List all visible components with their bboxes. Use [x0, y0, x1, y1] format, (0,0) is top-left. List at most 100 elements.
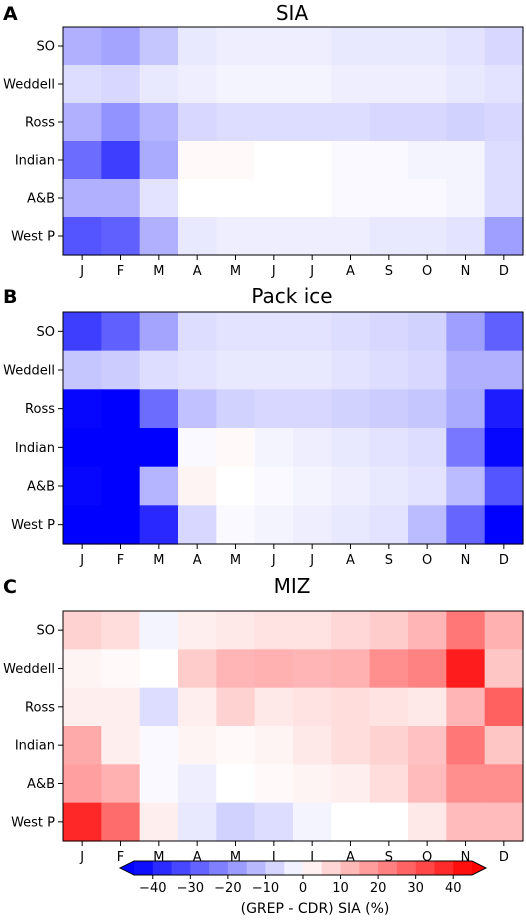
heatmap-cell — [178, 350, 217, 390]
panel-a-frame — [62, 26, 524, 256]
heatmap-cell — [331, 312, 371, 352]
heatmap-cell — [216, 27, 256, 66]
x-tick-label: D — [499, 264, 509, 279]
colorbar-segment — [396, 861, 417, 875]
heatmap-cell — [293, 312, 332, 352]
colorbar-label: (GREP - CDR) SIA (%) — [241, 901, 390, 917]
heatmap-cell — [446, 428, 486, 468]
heatmap-cell — [139, 312, 179, 352]
panel-c-title: MIZ — [274, 574, 311, 598]
y-tick-label: Indian — [15, 739, 55, 754]
heatmap-cell — [369, 217, 409, 256]
heatmap-cell — [293, 802, 332, 842]
heatmap-cell — [408, 217, 447, 256]
heatmap-cell — [139, 428, 179, 468]
y-tick-label: A&B — [27, 777, 55, 792]
heatmap-cell — [254, 27, 294, 66]
x-tick-label: D — [499, 553, 509, 568]
y-tick-label: Ross — [25, 402, 55, 417]
heatmap-cell — [178, 27, 217, 66]
x-tick-label: J — [309, 850, 314, 865]
heatmap-cell — [408, 27, 447, 66]
x-tick-label: A — [346, 264, 355, 279]
colorbar-ticks: −40 −30 −20 −10 0 10 20 30 40 — [139, 875, 461, 896]
y-tick-label: SO — [37, 624, 55, 639]
x-tick-label: A — [193, 264, 202, 279]
heatmap-cell — [178, 466, 217, 506]
colorbar-extend-low — [120, 861, 134, 875]
x-tick-label: J — [271, 850, 276, 865]
heatmap-cell — [446, 611, 486, 650]
heatmap-cell — [254, 389, 294, 429]
heatmap-cell — [408, 726, 447, 765]
heatmap-cell — [216, 802, 256, 842]
heatmap-cell — [254, 505, 294, 545]
heatmap-cell — [446, 505, 486, 545]
heatmap-cell — [293, 141, 332, 180]
heatmap-cell — [369, 726, 409, 765]
heatmap-cell — [216, 505, 256, 545]
heatmap-cell — [139, 764, 179, 804]
heatmap-cell — [369, 312, 409, 352]
heatmap-cell — [139, 649, 179, 689]
heatmap-cell — [139, 802, 179, 842]
heatmap-cell — [484, 141, 524, 180]
heatmap-cell — [63, 179, 102, 218]
heatmap-cell — [139, 217, 179, 256]
heatmap-cell — [484, 726, 524, 765]
heatmap-cell — [446, 389, 486, 429]
heatmap-cell — [293, 466, 332, 506]
heatmap-cell — [484, 179, 524, 218]
heatmap-cell — [216, 312, 256, 352]
colorbar-segment — [227, 861, 248, 875]
heatmap-cell — [293, 687, 332, 727]
heatmap-cell — [101, 428, 141, 468]
x-tick-label: N — [461, 850, 471, 865]
heatmap-cell — [216, 428, 256, 468]
heatmap-cell — [216, 611, 256, 650]
heatmap-cell — [216, 141, 256, 180]
heatmap-cell — [408, 611, 447, 650]
heatmap-cell — [178, 217, 217, 256]
heatmap-cell — [484, 764, 524, 804]
heatmap-cell — [216, 389, 256, 429]
x-tick-label: N — [461, 264, 471, 279]
heatmap-cell — [446, 350, 486, 390]
heatmap-cell — [101, 179, 141, 218]
panel-c-heatmap-cells — [63, 611, 524, 842]
colorbar-segment — [209, 861, 229, 875]
heatmap-cell — [369, 428, 409, 468]
heatmap-cell — [331, 764, 371, 804]
panel-c-y-axis: SO Weddell Ross Indian A&B West P — [3, 624, 63, 830]
x-tick-label: M — [230, 850, 241, 865]
heatmap-cell — [216, 350, 256, 390]
heatmap-cell — [369, 611, 409, 650]
y-tick-label: Weddell — [3, 364, 55, 379]
y-tick-label: SO — [37, 325, 55, 340]
heatmap-cell — [101, 312, 141, 352]
heatmap-cell — [216, 466, 256, 506]
x-tick-label: O — [422, 264, 432, 279]
heatmap-cell — [254, 103, 294, 142]
heatmap-cell — [63, 611, 102, 650]
heatmap-cell — [369, 466, 409, 506]
heatmap-cell — [178, 505, 217, 545]
colorbar: −40 −30 −20 −10 0 10 20 30 40 (GREP - CDR) SIA (… — [118, 860, 488, 917]
colorbar-tick-label: −40 — [139, 881, 166, 896]
heatmap-cell — [484, 802, 524, 842]
colorbar-segment — [415, 861, 435, 875]
heatmap-cell — [331, 505, 371, 545]
heatmap-cell — [178, 312, 217, 352]
heatmap-cell — [293, 179, 332, 218]
heatmap-cell — [369, 649, 409, 689]
heatmap-cell — [331, 466, 371, 506]
colorbar-tick-label: 30 — [407, 881, 424, 896]
x-tick-label: F — [117, 850, 124, 865]
colorbar-segment — [359, 861, 379, 875]
heatmap-cell — [139, 103, 179, 142]
heatmap-cell — [139, 466, 179, 506]
heatmap-cell — [484, 350, 524, 390]
heatmap-cell — [101, 27, 141, 66]
